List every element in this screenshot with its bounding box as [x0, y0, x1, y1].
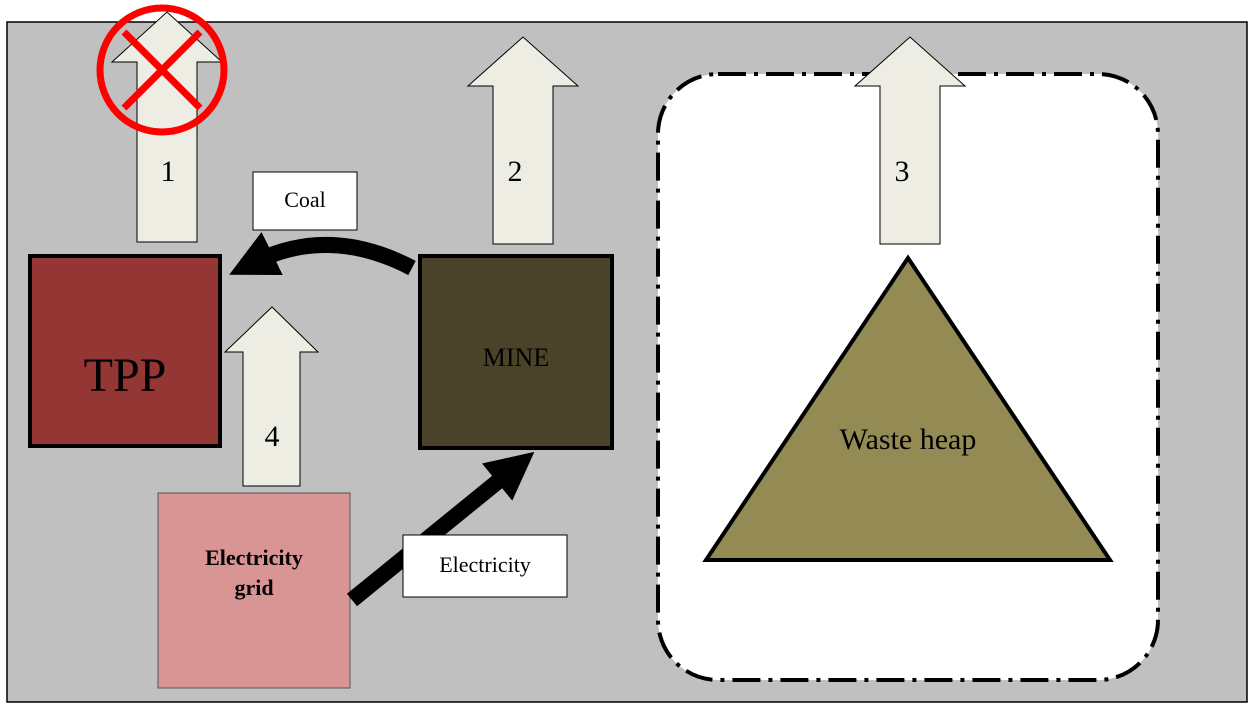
grid-box — [157, 492, 351, 689]
electricity-label-box — [402, 534, 568, 598]
node-label: grid — [234, 575, 273, 600]
arrow-label: 1 — [161, 155, 176, 188]
node-label: TPP — [84, 349, 167, 402]
tpp-box — [28, 254, 222, 448]
arrow-label: 4 — [265, 420, 280, 453]
waste-heap-triangle — [702, 254, 1114, 562]
arrow-label: 2 — [508, 155, 523, 188]
node-label: Waste heap — [840, 423, 977, 456]
flow-label: Electricity — [439, 552, 531, 577]
coal-label-box — [252, 171, 358, 231]
emission-arrow — [466, 36, 580, 245]
node-label: Electricity — [205, 545, 303, 570]
mine-box — [418, 254, 614, 450]
flow-label: Coal — [284, 187, 326, 212]
supply-arrow — [223, 306, 320, 487]
arrow-label: 3 — [895, 155, 910, 188]
node-label: MINE — [483, 343, 549, 372]
crossed-circle — [96, 4, 228, 136]
coal-flow — [229, 231, 416, 276]
emission-arrow — [853, 36, 967, 245]
